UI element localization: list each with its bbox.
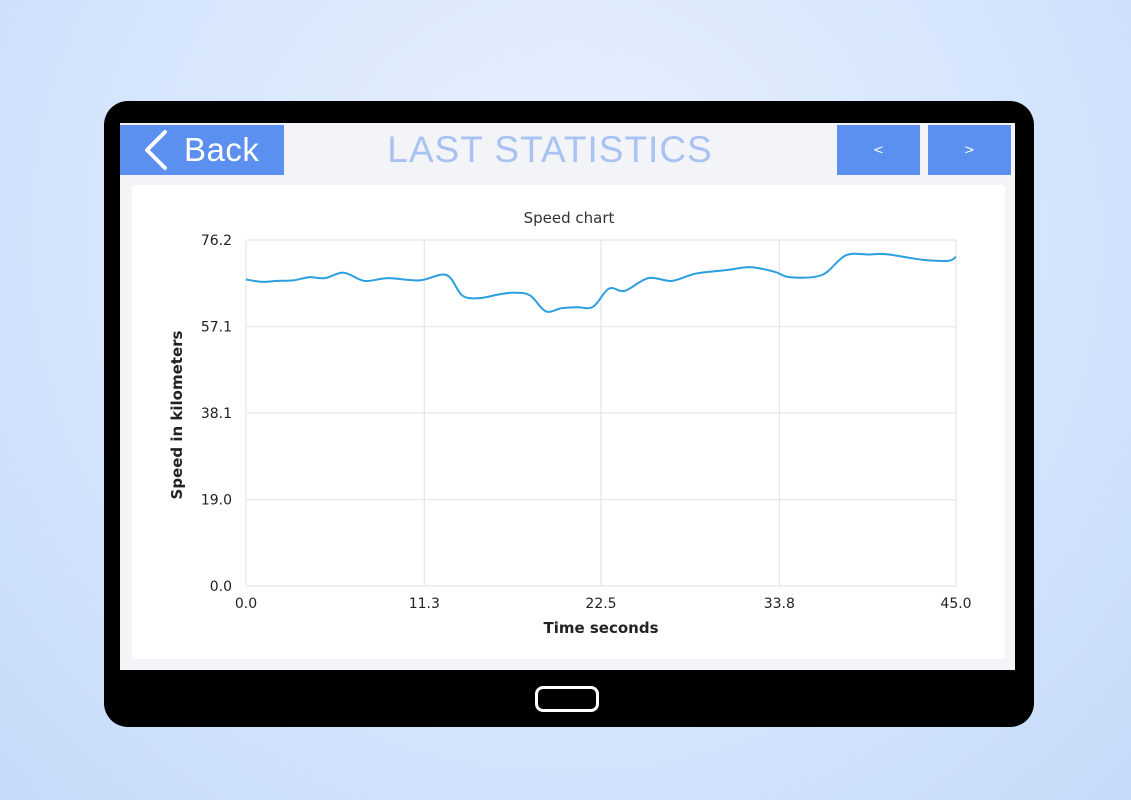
y-tick-label: 38.1: [201, 406, 232, 422]
next-label: >: [964, 142, 975, 158]
y-axis-label: Speed in kilometers: [168, 330, 186, 499]
speed-chart: 0.0 19.0 38.1 57.1 76.2 0.0 11.3 22.5 33.8 45.0 S…: [168, 209, 972, 637]
y-tick-label: 57.1: [201, 320, 232, 336]
next-button[interactable]: >: [928, 125, 1011, 175]
x-tick-label: 33.8: [764, 596, 795, 612]
chart-card: 0.0 19.0 38.1 57.1 76.2 0.0 11.3 22.5 33.8 45.0 S…: [132, 185, 1005, 659]
previous-label: <: [873, 142, 884, 158]
x-tick-label: 22.5: [585, 596, 616, 612]
y-tick-label: 76.2: [201, 233, 232, 249]
x-tick-label: 0.0: [235, 596, 257, 612]
page-title: LAST STATISTICS: [387, 129, 713, 170]
chart-title: Speed chart: [524, 209, 615, 227]
y-tick-label: 19.0: [201, 493, 232, 509]
previous-button[interactable]: <: [837, 125, 920, 175]
x-tick-label: 11.3: [409, 596, 440, 612]
tablet-frame: Back LAST STATISTICS < > 0.0 19.0 38.1 57.1…: [104, 101, 1034, 727]
x-tick-label: 45.0: [940, 596, 971, 612]
y-tick-label: 0.0: [210, 579, 232, 595]
app-screen: Back LAST STATISTICS < > 0.0 19.0 38.1 57.1…: [120, 123, 1015, 670]
speed-series-line: [245, 252, 957, 313]
x-axis-label: Time seconds: [543, 619, 658, 637]
chevron-left-icon: [134, 125, 178, 175]
back-label: Back: [184, 131, 260, 168]
home-button[interactable]: [535, 686, 599, 712]
back-button[interactable]: Back: [120, 125, 284, 175]
